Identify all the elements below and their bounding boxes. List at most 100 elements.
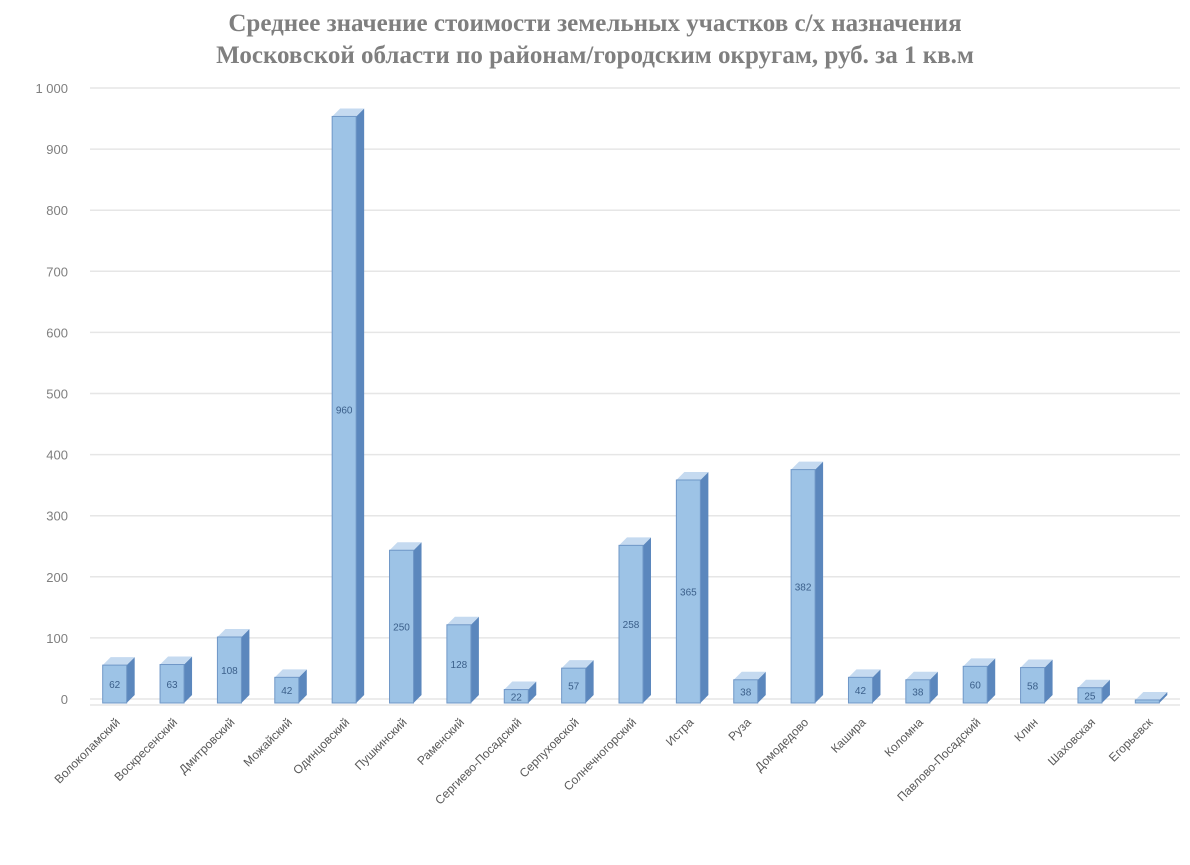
- bar-side: [1159, 691, 1168, 703]
- bar-top: [504, 681, 537, 690]
- chart-title-line-1: Среднее значение стоимости земельных уча…: [228, 10, 962, 37]
- bar-side: [815, 461, 824, 703]
- x-tick-label: Домодедово: [752, 715, 811, 774]
- bar-side: [929, 671, 938, 703]
- bar-top: [676, 471, 709, 480]
- bar: [962, 665, 988, 704]
- bar: [1077, 687, 1103, 704]
- bar: [503, 689, 529, 704]
- y-tick-label: 700: [46, 264, 68, 279]
- bar-top: [274, 669, 307, 678]
- bar-side: [1044, 659, 1053, 703]
- data-label: 38: [740, 687, 752, 698]
- bar: [446, 624, 472, 704]
- x-tick-label: Клин: [1011, 715, 1040, 744]
- bar: [847, 676, 873, 704]
- y-tick-label: 300: [46, 509, 68, 524]
- data-label: 382: [795, 582, 812, 593]
- bar-top: [446, 616, 479, 625]
- x-tick-label: Дмитровский: [176, 715, 237, 776]
- data-label: 960: [336, 406, 353, 417]
- bar-side: [356, 108, 365, 703]
- bar-side: [872, 669, 881, 703]
- data-label: 42: [855, 686, 867, 697]
- bar-top: [1020, 659, 1053, 668]
- bar-top: [619, 537, 651, 546]
- bar-top: [848, 669, 881, 678]
- chart-title: Среднее значение стоимости земельных уча…: [0, 8, 1190, 72]
- data-label: 57: [568, 682, 580, 693]
- x-tick-label: Серпуховской: [517, 715, 582, 780]
- bar-side: [700, 471, 709, 703]
- x-tick-label: Одинцовский: [290, 715, 352, 777]
- y-tick-label: 200: [46, 570, 68, 585]
- bar-side: [298, 669, 307, 703]
- bar: [561, 667, 587, 704]
- y-tick-label: 100: [46, 631, 68, 646]
- data-label: 58: [1027, 681, 1039, 692]
- data-label: 60: [970, 681, 982, 692]
- bar-top: [160, 656, 193, 665]
- bar: [216, 636, 242, 704]
- x-tick-label: Истра: [663, 715, 697, 749]
- y-tick-label: 500: [46, 387, 68, 402]
- data-label: 63: [166, 680, 178, 691]
- x-tick-label: Пушкинский: [352, 715, 410, 773]
- bar-side: [470, 616, 479, 703]
- x-tick-label: Можайский: [241, 715, 295, 769]
- bar-side: [184, 656, 193, 703]
- bar: [1020, 667, 1046, 704]
- y-tick-label: 400: [46, 448, 68, 463]
- bar-side: [241, 629, 250, 703]
- data-label: 128: [451, 660, 468, 671]
- bar-top: [1135, 691, 1168, 700]
- bar-top: [102, 657, 135, 666]
- x-tick-label: Руза: [725, 715, 754, 744]
- bar: [389, 549, 415, 704]
- bar: [675, 479, 701, 704]
- bar-side: [126, 657, 135, 703]
- bar-top: [733, 671, 766, 680]
- bar: [331, 115, 357, 704]
- bar: [733, 679, 759, 704]
- data-label: 62: [109, 680, 121, 691]
- bar-side: [1101, 679, 1110, 703]
- bar: [102, 664, 128, 704]
- bar-side: [528, 681, 537, 703]
- x-tick-label: Егорьевск: [1106, 715, 1156, 765]
- bar-top: [561, 660, 594, 669]
- chart-title-line-2: Московской области по районам/городским …: [216, 42, 974, 69]
- bar-top: [389, 542, 422, 551]
- bar-side: [643, 537, 651, 703]
- x-tick-label: Раменский: [414, 715, 467, 768]
- bar-side: [413, 542, 422, 703]
- bar-top: [791, 461, 824, 470]
- y-tick-label: 1 000: [35, 81, 68, 96]
- x-tick-label: Кашира: [828, 715, 869, 756]
- bar-top: [332, 108, 365, 117]
- bar: [905, 679, 931, 704]
- bar-top: [217, 629, 250, 638]
- data-label: 42: [281, 686, 293, 697]
- bar-top: [963, 658, 996, 667]
- bar-side: [585, 660, 594, 703]
- data-label: 25: [1084, 691, 1096, 702]
- data-label: 258: [623, 620, 640, 631]
- y-tick-label: 800: [46, 203, 68, 218]
- data-label: 38: [912, 687, 924, 698]
- bar-side: [987, 658, 996, 703]
- bar: [618, 544, 644, 704]
- bar-top: [1077, 679, 1110, 688]
- data-label: 250: [393, 623, 410, 634]
- bar: [1134, 699, 1160, 704]
- data-label: 22: [511, 692, 523, 703]
- y-tick-label: 600: [46, 325, 68, 340]
- data-label: 108: [221, 666, 238, 677]
- y-tick-label: 0: [61, 692, 68, 707]
- bar: [274, 676, 300, 704]
- data-label: 365: [680, 587, 697, 598]
- bar: [159, 664, 185, 704]
- y-tick-label: 900: [46, 142, 68, 157]
- bar-top: [905, 671, 938, 680]
